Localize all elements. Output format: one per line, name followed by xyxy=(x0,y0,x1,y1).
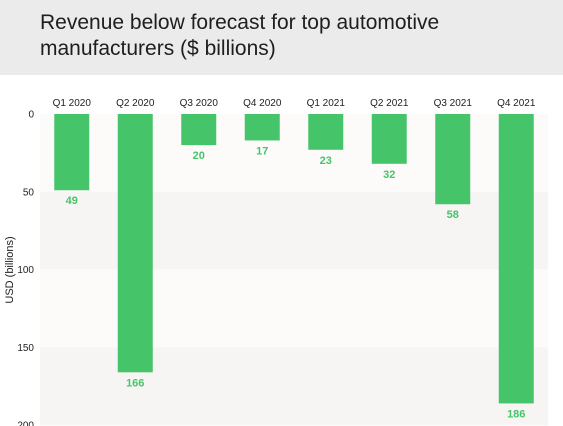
data-label: 23 xyxy=(320,155,332,167)
y-tick-label: 200 xyxy=(17,421,34,426)
bar xyxy=(244,114,280,141)
x-tick-label: Q3 2020 xyxy=(180,98,219,109)
y-tick-label: 50 xyxy=(23,187,35,198)
bar xyxy=(308,114,344,150)
bar xyxy=(371,114,407,164)
y-tick-label: 0 xyxy=(28,110,34,121)
data-label: 49 xyxy=(66,195,78,207)
y-tick-label: 150 xyxy=(17,343,34,354)
y-axis-label: USD (billions) xyxy=(4,236,16,303)
grid-band xyxy=(40,191,548,270)
x-tick-label: Q4 2020 xyxy=(243,98,282,109)
x-tick-label: Q2 2021 xyxy=(370,98,409,109)
title-band xyxy=(0,0,563,75)
y-tick-label: 100 xyxy=(17,265,34,276)
grid-band xyxy=(40,114,548,192)
data-label: 186 xyxy=(507,408,525,420)
bar xyxy=(181,114,217,146)
x-tick-label: Q1 2020 xyxy=(53,98,92,109)
x-tick-label: Q3 2021 xyxy=(434,98,473,109)
data-label: 58 xyxy=(447,209,459,221)
chart-title: Revenue below forecast for top automotiv… xyxy=(40,11,440,60)
bar xyxy=(498,114,534,404)
data-label: 32 xyxy=(383,169,395,181)
grid-band xyxy=(40,269,548,348)
x-tick-label: Q2 2020 xyxy=(116,98,155,109)
x-tick-label: Q1 2021 xyxy=(307,98,346,109)
data-label: 20 xyxy=(193,150,205,162)
data-label: 166 xyxy=(126,377,144,389)
bar xyxy=(54,114,90,191)
bar xyxy=(435,114,471,205)
bar xyxy=(117,114,153,373)
data-label: 17 xyxy=(256,145,268,157)
x-tick-label: Q4 2021 xyxy=(497,98,536,109)
grid-band xyxy=(40,347,548,426)
